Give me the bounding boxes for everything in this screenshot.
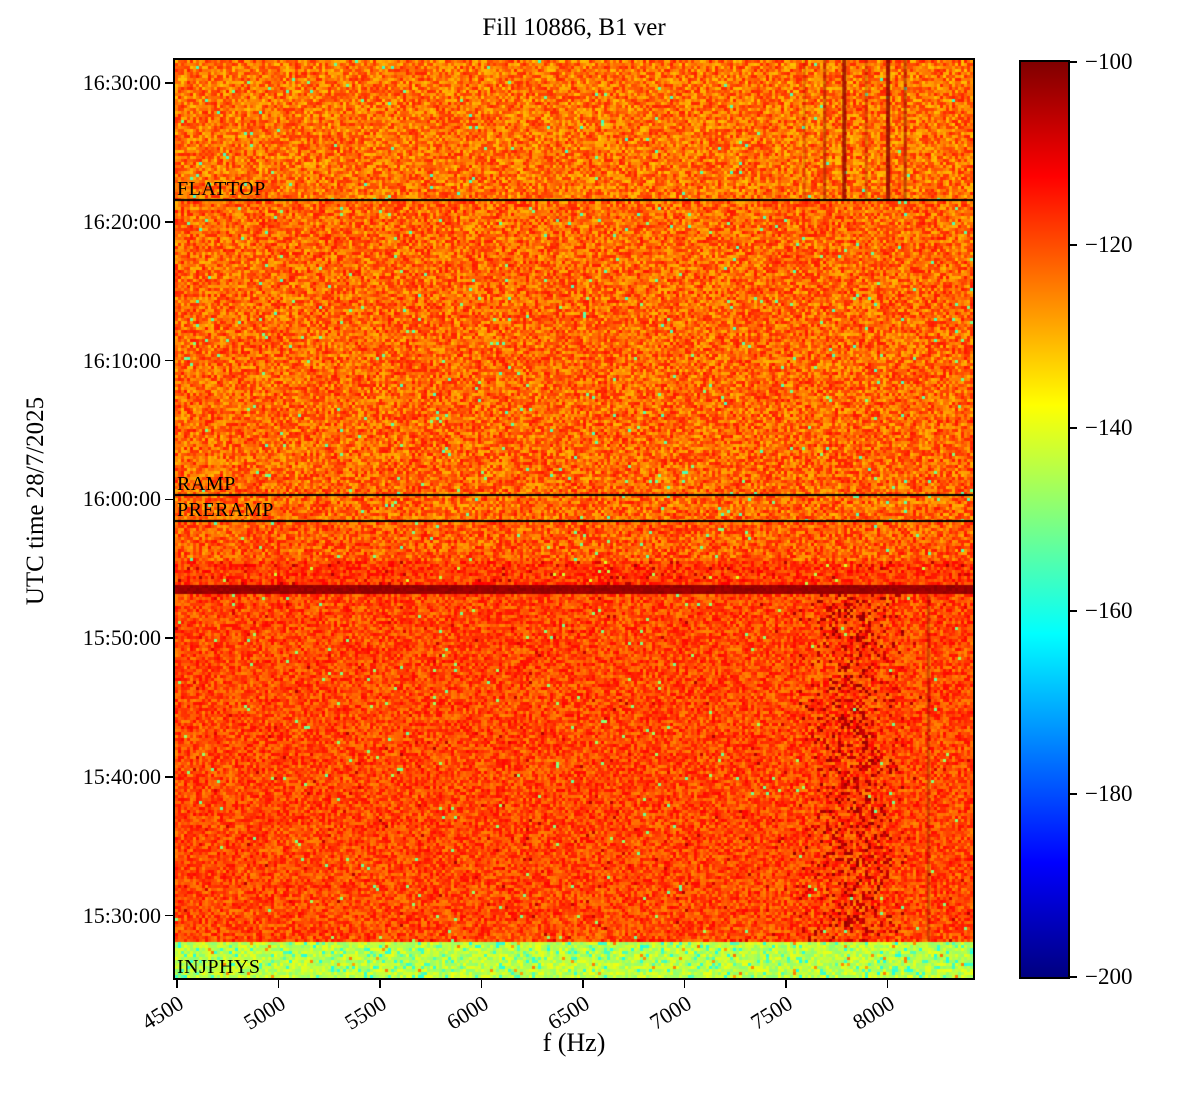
colorbar-tick-mark: [1070, 976, 1077, 978]
event-label-ramp: RAMP: [177, 472, 236, 495]
colorbar-tick-mark: [1070, 793, 1077, 795]
x-tick-mark: [176, 980, 178, 988]
y-tick-label: 16:30:00: [82, 70, 161, 96]
plot-title: Fill 10886, B1 ver: [482, 14, 666, 41]
y-tick-label: 16:10:00: [82, 347, 161, 373]
x-tick-mark: [379, 980, 381, 988]
x-axis-label: f (Hz): [542, 1028, 606, 1057]
event-label-preramp: PRERAMP: [177, 499, 274, 522]
colorbar-tick-label: −140: [1085, 415, 1133, 440]
x-tick-mark: [582, 980, 584, 988]
colorbar-tick-mark: [1070, 610, 1077, 612]
y-tick-label: 15:50:00: [82, 625, 161, 651]
y-tick-mark: [165, 82, 173, 84]
x-tick-mark: [277, 980, 280, 988]
y-tick-label: 15:30:00: [82, 902, 161, 928]
y-tick-mark: [165, 498, 173, 501]
y-tick-mark: [165, 359, 173, 362]
x-tick-mark: [886, 980, 889, 988]
x-tick-mark: [683, 980, 686, 988]
y-tick-label: 16:20:00: [82, 208, 161, 234]
y-tick-label: 16:00:00: [82, 486, 161, 512]
colorbar: [1019, 60, 1070, 979]
x-tick-label: 4500: [137, 990, 188, 1035]
colorbar-tick-mark: [1070, 427, 1077, 429]
colorbar-gradient: [1021, 62, 1068, 977]
y-tick-mark: [165, 776, 173, 778]
colorbar-tick-mark: [1070, 61, 1077, 63]
colorbar-tick-label: −160: [1085, 598, 1133, 623]
x-tick-mark: [785, 980, 787, 988]
x-tick-mark: [480, 980, 483, 988]
spectrogram-canvas: [175, 60, 973, 978]
y-tick-label: 15:40:00: [82, 763, 161, 789]
colorbar-tick-mark: [1070, 244, 1077, 246]
event-label-flattop: FLATTOP: [177, 177, 266, 200]
y-tick-mark: [165, 637, 173, 639]
colorbar-tick-label: −180: [1085, 781, 1133, 806]
event-label-injphys: INJPHYS: [177, 956, 261, 978]
plot-frame: [173, 58, 975, 980]
colorbar-tick-label: −200: [1085, 964, 1133, 989]
colorbar-tick-label: −100: [1085, 49, 1133, 74]
y-tick-mark: [165, 914, 173, 917]
colorbar-tick-label: −120: [1085, 232, 1133, 257]
y-tick-mark: [165, 221, 173, 223]
